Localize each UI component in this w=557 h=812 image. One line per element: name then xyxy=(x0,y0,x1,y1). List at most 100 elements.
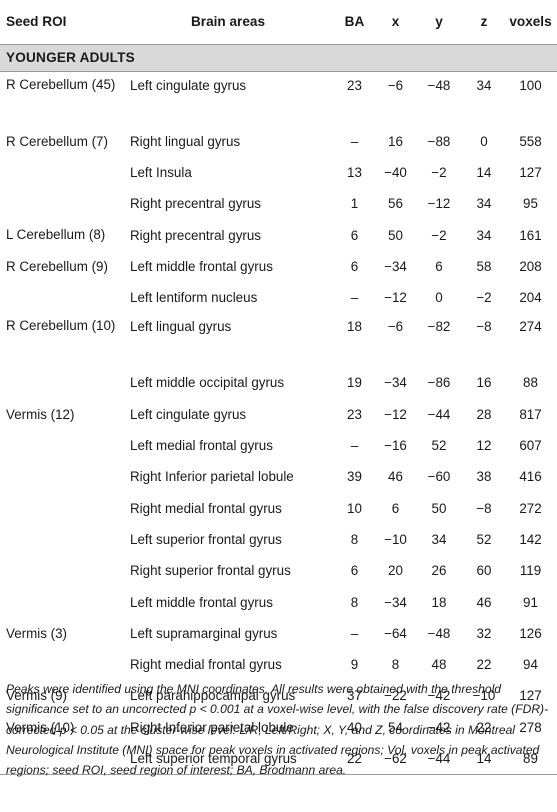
ba-cell: 19 xyxy=(347,375,362,391)
connectivity-table: Seed ROI Brain areas BA x y z voxels YOU… xyxy=(0,0,557,776)
seed-cell: R Cerebellum (9) xyxy=(6,258,108,274)
z-cell: 34 xyxy=(476,77,492,93)
voxels-cell: 89 xyxy=(504,742,557,776)
table-body: R Cerebellum (45) Left cingulate gyrus 23 −… xyxy=(0,71,557,776)
voxels-cell: 127 xyxy=(519,164,542,180)
seed-cell: R Cerebellum (45) xyxy=(6,76,116,92)
y-cell: −48 xyxy=(427,77,451,93)
y-cell: 48 xyxy=(431,657,447,673)
brain-area-cell: Left middle frontal gyrus xyxy=(130,594,273,610)
seed-cell: L Cerebellum (8) xyxy=(6,227,106,243)
ba-cell: 10 xyxy=(347,500,362,516)
seed-cell xyxy=(0,742,124,776)
table-row: L Cerebellum (8) Right precentral gyrus 6 5… xyxy=(0,219,557,250)
brain-area-cell: Right Inferior parietal lobule xyxy=(130,719,294,735)
y-cell: −44 xyxy=(414,742,464,776)
z-cell: −8 xyxy=(476,319,492,335)
table-row: Vermis (10) Right Inferior parietal lobul… xyxy=(0,712,557,743)
voxels-cell: 208 xyxy=(519,258,542,274)
seed-cell xyxy=(0,282,124,313)
seed-cell xyxy=(0,461,124,492)
seed-cell: Vermis (3) xyxy=(6,625,68,641)
seed-cell xyxy=(0,430,124,461)
x-cell: 46 xyxy=(388,469,403,485)
voxels-cell: 119 xyxy=(519,563,542,579)
voxels-cell: 126 xyxy=(519,625,542,641)
voxels-cell: 161 xyxy=(519,227,542,243)
table-footnote: Peaks were identified using the MNI coor… xyxy=(6,682,549,777)
brain-area-cell: Right precentral gyrus xyxy=(130,227,261,243)
voxels-cell: 607 xyxy=(519,438,542,454)
voxels-cell: 278 xyxy=(519,719,542,735)
seed-cell xyxy=(0,367,124,398)
header-voxels: voxels xyxy=(504,0,557,45)
ba-cell: 23 xyxy=(347,77,362,93)
header-ba: BA xyxy=(332,0,377,45)
z-cell: 34 xyxy=(476,227,492,243)
table-row: Left lentiform nucleus – −12 0 −2 204 xyxy=(0,282,557,313)
z-cell: −10 xyxy=(472,688,496,704)
ba-cell: 37 xyxy=(347,688,362,704)
z-cell: −2 xyxy=(476,290,492,306)
table-row: Right Inferior parietal lobule 39 46 −60 38 4… xyxy=(0,461,557,492)
y-cell: −60 xyxy=(427,469,451,485)
brain-area-cell: Left middle occipital gyrus xyxy=(130,375,285,391)
header-y: y xyxy=(414,0,464,45)
seed-cell: Vermis (12) xyxy=(6,406,75,422)
ba-cell: 22 xyxy=(332,742,377,776)
z-cell: 22 xyxy=(476,657,492,673)
seed-cell xyxy=(0,586,124,617)
voxels-cell: 88 xyxy=(523,375,538,391)
table-row: Vermis (3) Left supramarginal gyrus – −64 −4… xyxy=(0,618,557,649)
ba-cell: 39 xyxy=(347,469,362,485)
voxels-cell: 416 xyxy=(519,469,542,485)
z-cell: 14 xyxy=(464,742,504,776)
voxels-cell: 204 xyxy=(519,290,542,306)
brain-area-cell: Right superior frontal gyrus xyxy=(130,563,291,579)
ba-cell: 1 xyxy=(350,196,359,212)
table-row: Right superior frontal gyrus 6 20 26 60 119 xyxy=(0,555,557,586)
voxels-cell: 558 xyxy=(519,133,542,149)
x-cell: −40 xyxy=(384,164,407,180)
z-cell: 22 xyxy=(476,719,492,735)
y-cell: 52 xyxy=(431,438,447,454)
x-cell: −22 xyxy=(384,688,407,704)
y-cell: −42 xyxy=(427,719,451,735)
seed-cell xyxy=(0,188,124,219)
seed-cell xyxy=(0,524,124,555)
x-cell: −6 xyxy=(387,319,404,335)
brain-area-cell: Left medial frontal gyrus xyxy=(130,438,273,454)
voxels-cell: 94 xyxy=(523,657,538,673)
ba-cell: – xyxy=(350,290,359,306)
brain-area-cell: Left lingual gyrus xyxy=(130,319,232,335)
ba-cell: – xyxy=(350,625,359,641)
seed-cell: R Cerebellum (10) xyxy=(6,318,116,334)
voxels-cell: 95 xyxy=(523,196,538,212)
z-cell: −8 xyxy=(476,500,492,516)
table-row: Left medial frontal gyrus – −16 52 12 607 xyxy=(0,430,557,461)
z-cell: 14 xyxy=(476,164,492,180)
table-row: R Cerebellum (45) Left cingulate gyrus 23 −… xyxy=(0,71,557,126)
y-cell: −2 xyxy=(431,227,447,243)
x-cell: −12 xyxy=(384,290,407,306)
table-header: Seed ROI Brain areas BA x y z voxels xyxy=(0,0,557,45)
brain-area-cell: Left lentiform nucleus xyxy=(130,290,258,306)
z-cell: 34 xyxy=(476,196,492,212)
y-cell: 26 xyxy=(431,563,447,579)
table-row: Right precentral gyrus 1 56 −12 34 95 xyxy=(0,188,557,219)
z-cell: 58 xyxy=(476,258,492,274)
brain-area-cell: Right lingual gyrus xyxy=(130,133,241,149)
z-cell: 12 xyxy=(476,438,492,454)
x-cell: −10 xyxy=(384,531,407,547)
voxels-cell: 142 xyxy=(519,531,542,547)
ba-cell: 9 xyxy=(350,657,359,673)
ba-cell: 23 xyxy=(347,406,362,422)
y-cell: 6 xyxy=(435,258,443,274)
table-row: Left middle occipital gyrus 19 −34 −86 16 88 xyxy=(0,367,557,398)
brain-area-cell: Left superior frontal gyrus xyxy=(130,531,282,547)
y-cell: 50 xyxy=(431,500,447,516)
table-row: Left superior temporal gyrus 22 −62 −44 14 89 xyxy=(0,742,557,776)
x-cell: −6 xyxy=(387,77,404,93)
x-cell: 54 xyxy=(388,719,403,735)
z-cell: 38 xyxy=(476,469,492,485)
